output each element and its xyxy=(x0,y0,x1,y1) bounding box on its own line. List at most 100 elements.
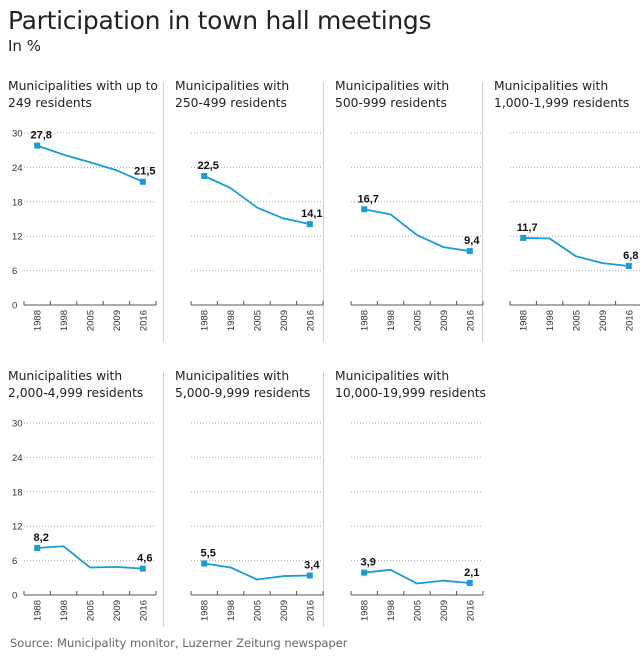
chart-panel: Municipalities with 1,000-1,999 residents… xyxy=(494,78,640,338)
chart-panel: Municipalities with 250-499 residents 1988… xyxy=(175,78,335,338)
data-point-marker xyxy=(306,572,313,579)
chart-panel: Municipalities with 10,000-19,999 residen… xyxy=(335,368,495,628)
x-tick-label: 1988 xyxy=(360,600,371,621)
data-point-marker xyxy=(34,544,41,551)
panel-title-line: Municipalities with xyxy=(494,79,609,93)
data-label-last: 9,4 xyxy=(464,235,480,247)
chart-title: Participation in town hall meetings xyxy=(8,6,432,35)
data-label-last: 4,6 xyxy=(137,553,152,565)
x-tick-label: 2016 xyxy=(465,600,476,621)
panel-title-line: Municipalities with xyxy=(175,79,290,93)
panel-plot: 1988 1998 2005 2009 2016 22,5 14,1 xyxy=(190,132,324,331)
data-point-marker xyxy=(361,569,368,576)
panel-plot: 1988 1998 2005 2009 2016 3,9 2,1 xyxy=(350,422,484,621)
data-point-marker xyxy=(520,234,527,241)
data-point-marker xyxy=(306,221,313,228)
data-label-first: 11,7 xyxy=(517,222,538,234)
y-tick-label: 24 xyxy=(12,453,23,464)
x-tick-label: 2005 xyxy=(413,310,424,331)
panel-title-line: Municipalities with xyxy=(8,369,123,383)
panel-divider xyxy=(482,82,483,342)
y-tick-label: 18 xyxy=(12,197,23,208)
y-tick-label: 30 xyxy=(12,129,23,140)
chart-panel: Municipalities with 500-999 residents 1988… xyxy=(335,78,495,338)
panel-title: Municipalities with 2,000-4,999 residents xyxy=(8,368,143,402)
data-label-first: 22,5 xyxy=(197,160,218,172)
x-tick-label: 2009 xyxy=(279,310,290,331)
data-point-marker xyxy=(201,173,208,179)
x-tick-label: 2009 xyxy=(112,600,123,621)
data-point-marker xyxy=(139,565,146,572)
chart-panel: Municipalities with 2,000-4,999 residents… xyxy=(8,368,168,628)
y-tick-label: 24 xyxy=(12,163,23,174)
panel-title: Municipalities with 250-499 residents xyxy=(175,78,289,112)
x-tick-label: 1998 xyxy=(226,600,237,621)
x-tick-label: 1998 xyxy=(545,310,556,331)
y-tick-label: 12 xyxy=(12,232,23,243)
data-label-last: 3,4 xyxy=(304,560,320,572)
x-tick-label: 2009 xyxy=(439,600,450,621)
panel-title: Municipalities with 5,000-9,999 residents xyxy=(175,368,310,402)
x-tick-label: 1988 xyxy=(519,310,530,331)
data-label-first: 3,9 xyxy=(361,557,376,569)
series-line xyxy=(203,175,310,226)
x-tick-label: 2016 xyxy=(465,310,476,331)
data-label-last: 14,1 xyxy=(301,208,322,220)
x-tick-label: 2005 xyxy=(253,600,264,621)
x-tick-label: 1988 xyxy=(200,600,211,621)
x-tick-label: 2016 xyxy=(305,310,316,331)
x-tick-label: 1998 xyxy=(59,310,70,331)
panel-plot: 1988 1998 2005 2009 2016 16,7 9,4 xyxy=(350,132,484,331)
x-tick-label: 1988 xyxy=(33,600,44,621)
data-label-first: 27,8 xyxy=(30,130,51,142)
x-tick-label: 1998 xyxy=(226,310,237,331)
panel-title-line: 1,000-1,999 residents xyxy=(494,96,630,110)
panel-plot: 1988 1998 2005 2009 2016 11,7 6,8 xyxy=(509,132,640,331)
data-point-marker xyxy=(466,579,473,586)
series-line xyxy=(37,545,143,570)
x-tick-label: 1998 xyxy=(386,600,397,621)
panel-title-line: Municipalities with xyxy=(335,79,450,93)
data-point-marker xyxy=(625,263,632,270)
panel-title-line: 5,000-9,999 residents xyxy=(175,386,311,400)
series-line xyxy=(364,568,470,585)
y-tick-label: 0 xyxy=(12,301,17,312)
panel-plot: 0 6 12 18 24 30 1988 1998 2005 2009 2016 27,8 21,5 xyxy=(12,129,157,331)
y-tick-label: 0 xyxy=(12,591,17,602)
panel-title-line: 10,000-19,999 residents xyxy=(335,386,486,400)
data-label-first: 8,2 xyxy=(34,532,49,544)
data-point-marker xyxy=(201,560,208,567)
panel-divider xyxy=(163,82,164,342)
panel-divider xyxy=(323,372,324,627)
panel-title-line: 250-499 residents xyxy=(175,96,287,110)
series-line xyxy=(204,562,310,581)
panel-title-line: Municipalities with xyxy=(335,369,450,383)
panel-title: Municipalities with 1,000-1,999 residents xyxy=(494,78,629,112)
panel-title: Municipalities with 500-999 residents xyxy=(335,78,449,112)
source-note: Source: Municipality monitor, Luzerner Z… xyxy=(10,636,348,650)
data-point-marker xyxy=(34,142,41,149)
panel-title-line: Municipalities with xyxy=(175,369,290,383)
x-tick-label: 2009 xyxy=(598,310,609,331)
x-tick-label: 2005 xyxy=(413,600,424,621)
data-label-last: 21,5 xyxy=(134,166,155,178)
chart-panel: Municipalities with up to 249 residents 0 6… xyxy=(8,78,168,338)
x-tick-label: 1988 xyxy=(33,310,44,331)
x-tick-label: 2016 xyxy=(624,310,635,331)
x-tick-label: 2005 xyxy=(86,310,97,331)
panel-plot: 1988 1998 2005 2009 2016 5,5 3,4 xyxy=(190,422,324,621)
y-tick-label: 12 xyxy=(12,522,23,533)
x-tick-label: 2005 xyxy=(86,600,97,621)
panel-title: Municipalities with 10,000-19,999 residen… xyxy=(335,368,486,402)
y-tick-label: 18 xyxy=(12,487,23,498)
data-point-marker xyxy=(466,248,473,255)
x-tick-label: 2005 xyxy=(572,310,583,331)
data-label-first: 16,7 xyxy=(357,193,378,205)
x-tick-label: 2016 xyxy=(138,310,149,331)
x-tick-label: 2009 xyxy=(112,310,123,331)
series-line xyxy=(364,208,470,252)
data-label-last: 6,8 xyxy=(623,250,638,262)
chart-subtitle: In % xyxy=(8,37,41,55)
panel-plot: 0 6 12 18 24 30 1988 1998 2005 2009 2016 8,2 4,6 xyxy=(12,419,157,621)
x-tick-label: 2016 xyxy=(305,600,316,621)
